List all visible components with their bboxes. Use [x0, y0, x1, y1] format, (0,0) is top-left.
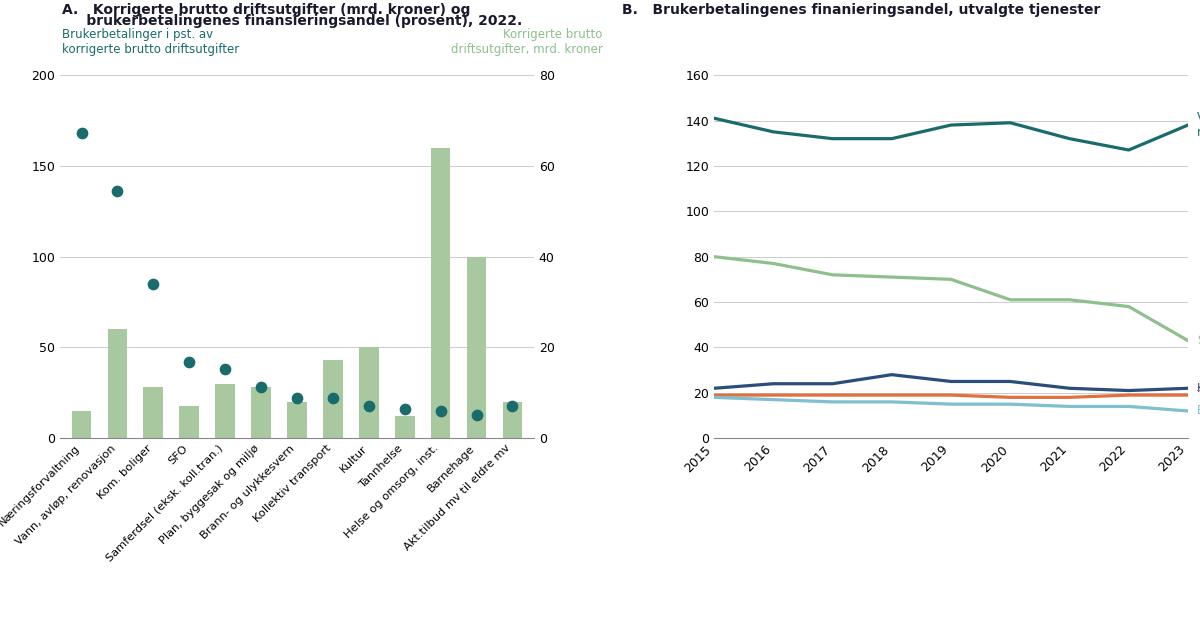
Point: [395, 404, 414, 414]
Text: Brukerbetalinger i pst. av
korrigerte brutto driftsutgifter: Brukerbetalinger i pst. av korrigerte br…: [62, 28, 240, 56]
Bar: [72, 411, 91, 438]
Text: B.   Brukerbetalingenes finanieringsandel, utvalgte tjenester: B. Brukerbetalingenes finanieringsandel,…: [622, 3, 1100, 17]
Bar: [359, 347, 379, 438]
Bar: [431, 148, 450, 438]
Text: brukerbetalingenes finansieringsandel (prosent), 2022.: brukerbetalingenes finansieringsandel (p…: [62, 14, 523, 28]
Bar: [287, 402, 307, 438]
Text: SFO: SFO: [1196, 334, 1200, 347]
Point: [252, 382, 271, 393]
Point: [503, 401, 522, 411]
Bar: [503, 402, 522, 438]
Point: [359, 401, 378, 411]
Text: Kollektivtransport: Kollektivtransport: [1196, 382, 1200, 395]
Bar: [395, 416, 414, 438]
Text: Barnehage: Barnehage: [1196, 404, 1200, 418]
Text: Korrigerte brutto
driftsutgifter, mrd. kroner: Korrigerte brutto driftsutgifter, mrd. k…: [450, 28, 602, 56]
Bar: [323, 360, 343, 438]
Bar: [144, 387, 163, 438]
Text: A.   Korrigerte brutto driftsutgifter (mrd. kroner) og: A. Korrigerte brutto driftsutgifter (mrd…: [62, 3, 470, 17]
Point: [287, 393, 306, 403]
Point: [323, 393, 342, 403]
Text: Totalt: Totalt: [1196, 389, 1200, 402]
Bar: [179, 406, 199, 438]
Point: [144, 279, 163, 289]
Point: [72, 128, 91, 138]
Text: Vann, avløp og
renovasjon: Vann, avløp og renovasjon: [1196, 111, 1200, 139]
Bar: [251, 387, 271, 438]
Point: [216, 364, 235, 374]
Bar: [108, 329, 127, 438]
Bar: [215, 384, 235, 438]
Point: [108, 187, 127, 197]
Point: [467, 409, 486, 419]
Bar: [467, 257, 486, 438]
Point: [431, 406, 450, 416]
Point: [180, 357, 199, 367]
